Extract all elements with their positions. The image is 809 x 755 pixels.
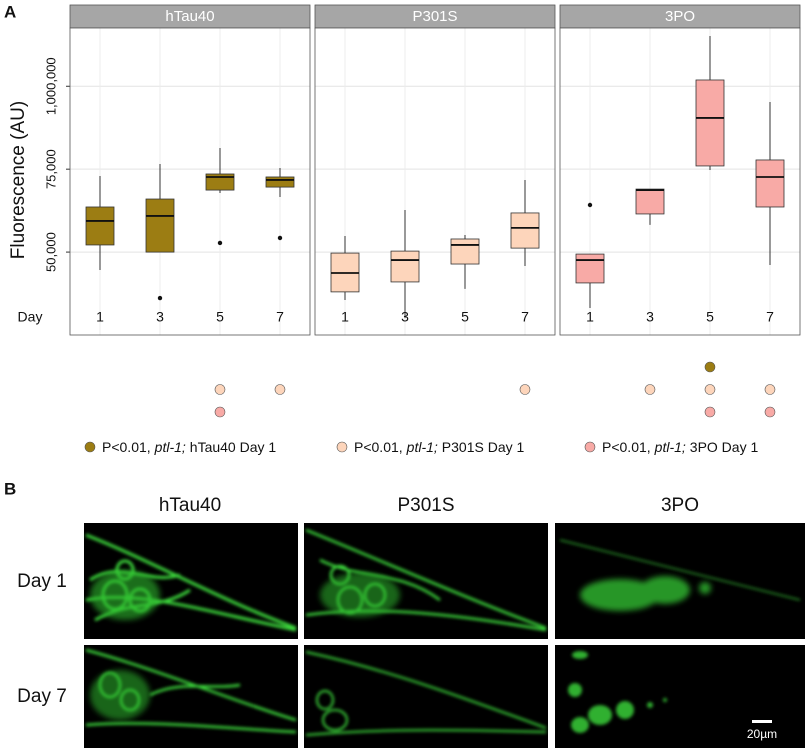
column-header: P301S [397, 495, 454, 516]
x-tick-label: 7 [521, 309, 529, 325]
significance-dot [704, 361, 716, 373]
y-tick-label: 1,000,000 [43, 57, 58, 115]
box [755, 159, 785, 208]
box [450, 238, 480, 265]
significance-dot [214, 406, 226, 418]
panel-label: A [4, 2, 16, 21]
x-tick-label: 7 [276, 309, 284, 325]
significance-dot [214, 384, 226, 395]
significance-dot [764, 406, 776, 418]
x-tick-label: 1 [586, 309, 594, 325]
outlier [587, 202, 593, 208]
strip-label: hTau40 [165, 8, 214, 25]
strip-label: 3PO [665, 8, 695, 25]
box [85, 206, 115, 246]
row-header: Day 7 [17, 686, 67, 707]
micrograph [304, 523, 548, 639]
column-header: 3PO [661, 495, 699, 516]
x-tick-label: 1 [341, 309, 349, 325]
legend-gene: ptl-1; [654, 439, 686, 455]
panel-label: B [4, 479, 16, 498]
legend-gene: ptl-1; [406, 439, 438, 455]
micrograph: 20µm [555, 645, 805, 748]
x-prefix: Day [18, 309, 43, 325]
x-tick-label: 3 [156, 309, 164, 325]
micrograph [304, 645, 548, 748]
box [145, 198, 175, 253]
micrograph [555, 523, 805, 639]
significance-dot [274, 384, 286, 395]
x-tick-label: 3 [646, 309, 654, 325]
panel-frame [69, 27, 311, 336]
significance-dot [519, 384, 531, 395]
legend-label: P<0.01, ptl-1; P301S Day 1 [354, 439, 524, 455]
x-tick-label: 1 [96, 309, 104, 325]
y-tick-label: 75,000 [43, 149, 58, 189]
legend-swatch [584, 441, 596, 453]
significance-dot [704, 384, 716, 395]
x-tick-label: 5 [706, 309, 714, 325]
panel-frame [314, 27, 556, 336]
significance-dot [644, 384, 656, 395]
box [695, 79, 725, 167]
box [635, 188, 665, 215]
y-tick-label: 50,000 [43, 232, 58, 272]
legend-prefix: P<0.01, [602, 439, 651, 455]
x-tick-label: 5 [461, 309, 469, 325]
legend-label: P<0.01, ptl-1; 3PO Day 1 [602, 439, 758, 455]
outlier [157, 295, 163, 301]
legend-prefix: P<0.01, [354, 439, 403, 455]
micrograph [84, 523, 298, 639]
panel-frame [559, 27, 801, 336]
legend-prefix: P<0.01, [102, 439, 151, 455]
legend-text: P301S Day 1 [442, 439, 525, 455]
significance-dot [764, 384, 776, 395]
x-tick-label: 3 [401, 309, 409, 325]
scale-bar-label: 20µm [747, 727, 777, 741]
box [390, 250, 420, 283]
column-header: hTau40 [159, 495, 221, 516]
legend-text: hTau40 Day 1 [190, 439, 277, 455]
strip-label: P301S [412, 8, 457, 25]
legend-label: P<0.01, ptl-1; hTau40 Day 1 [102, 439, 276, 455]
row-header: Day 1 [17, 571, 67, 592]
outlier [277, 235, 283, 241]
x-tick-label: 5 [216, 309, 224, 325]
box [575, 253, 605, 284]
box [265, 176, 295, 188]
legend-text: 3PO Day 1 [690, 439, 759, 455]
significance-dot [704, 406, 716, 418]
y-axis-title: Fluorescence (AU) [8, 101, 29, 259]
micrograph [84, 645, 298, 748]
legend-swatch [336, 441, 348, 453]
legend-gene: ptl-1; [154, 439, 186, 455]
legend-swatch [84, 441, 96, 453]
x-tick-label: 7 [766, 309, 774, 325]
box [205, 173, 235, 191]
box [510, 212, 540, 249]
outlier [217, 240, 223, 246]
